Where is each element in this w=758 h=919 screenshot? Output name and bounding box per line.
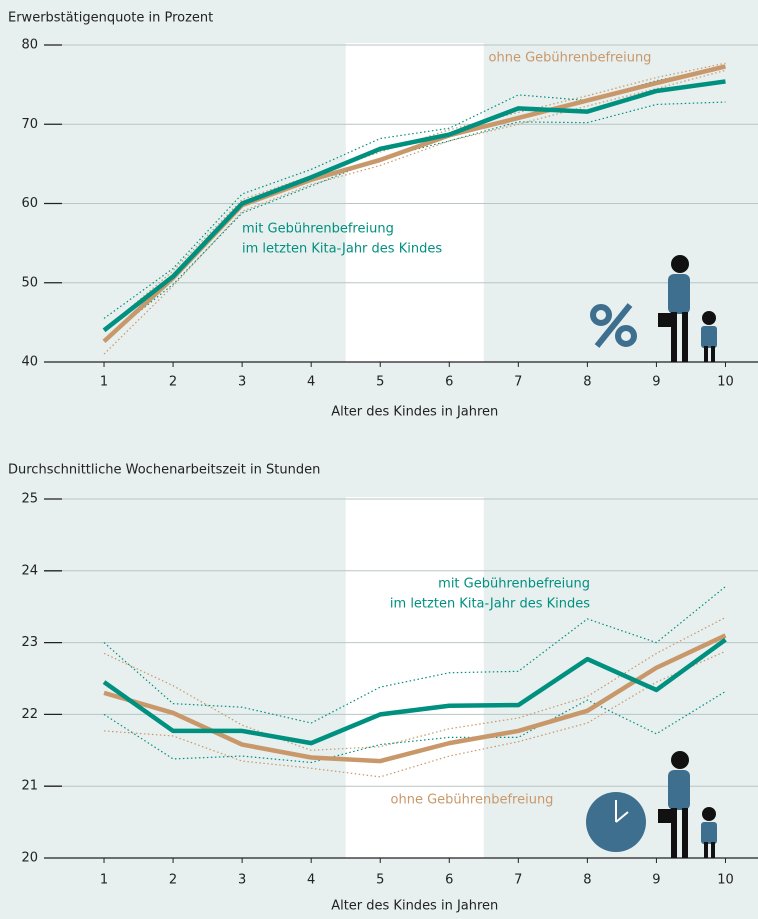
x-tick-label: 10 — [717, 873, 734, 888]
x-tick-label: 1 — [100, 873, 108, 888]
confidence-line — [103, 650, 726, 778]
series-label: ohne Gebührenbefreiung — [391, 793, 554, 808]
family-icon — [658, 255, 717, 362]
x-tick-label: 3 — [238, 873, 246, 888]
x-tick-label: 3 — [238, 375, 246, 390]
x-tick-label: 9 — [652, 375, 660, 390]
y-tick-label: 80 — [21, 38, 38, 53]
x-tick-label: 9 — [652, 873, 660, 888]
series-label: im letzten Kita-Jahr des Kindes — [390, 597, 590, 612]
highlight-band — [345, 43, 484, 362]
x-tick-label: 2 — [169, 873, 177, 888]
series-label: ohne Gebührenbefreiung — [489, 51, 652, 66]
chart-title: Erwerbstätigenquote in Prozent — [8, 11, 213, 26]
confidence-line — [103, 586, 726, 724]
x-axis-title: Alter des Kindes in Jahren — [331, 405, 498, 420]
x-tick-label: 1 — [100, 375, 108, 390]
x-tick-label: 5 — [376, 375, 384, 390]
highlight-band — [345, 497, 484, 858]
y-tick-label: 70 — [21, 117, 38, 132]
y-tick-label: 25 — [21, 492, 38, 507]
confidence-line — [103, 690, 726, 764]
y-tick-label: 50 — [21, 275, 38, 290]
x-tick-label: 4 — [307, 873, 315, 888]
percent-icon — [590, 303, 637, 348]
y-tick-label: 20 — [21, 851, 38, 866]
y-tick-label: 40 — [21, 355, 38, 370]
chart-title: Durchschnittliche Wochenarbeitszeit in S… — [8, 463, 320, 478]
series-label: mit Gebührenbefreiung — [242, 222, 394, 237]
y-tick-label: 22 — [21, 707, 38, 722]
series-line — [102, 637, 727, 746]
x-tick-label: 8 — [583, 375, 591, 390]
x-tick-label: 7 — [514, 873, 522, 888]
x-tick-label: 5 — [376, 873, 384, 888]
series-label: mit Gebührenbefreiung — [438, 577, 590, 592]
x-tick-label: 8 — [583, 873, 591, 888]
clock-icon — [586, 792, 646, 852]
x-tick-label: 10 — [717, 375, 734, 390]
y-tick-label: 23 — [21, 635, 38, 650]
series-line — [102, 79, 726, 333]
x-tick-label: 6 — [445, 375, 453, 390]
y-tick-label: 60 — [21, 196, 38, 211]
family-icon — [658, 751, 717, 858]
y-tick-label: 24 — [21, 563, 38, 578]
x-tick-label: 7 — [514, 375, 522, 390]
x-axis-title: Alter des Kindes in Jahren — [331, 899, 498, 914]
x-tick-label: 4 — [307, 375, 315, 390]
x-tick-label: 2 — [169, 375, 177, 390]
y-tick-label: 21 — [21, 779, 38, 794]
confidence-line — [103, 69, 726, 355]
series-label: im letzten Kita-Jahr des Kindes — [242, 242, 442, 257]
x-tick-label: 6 — [445, 873, 453, 888]
